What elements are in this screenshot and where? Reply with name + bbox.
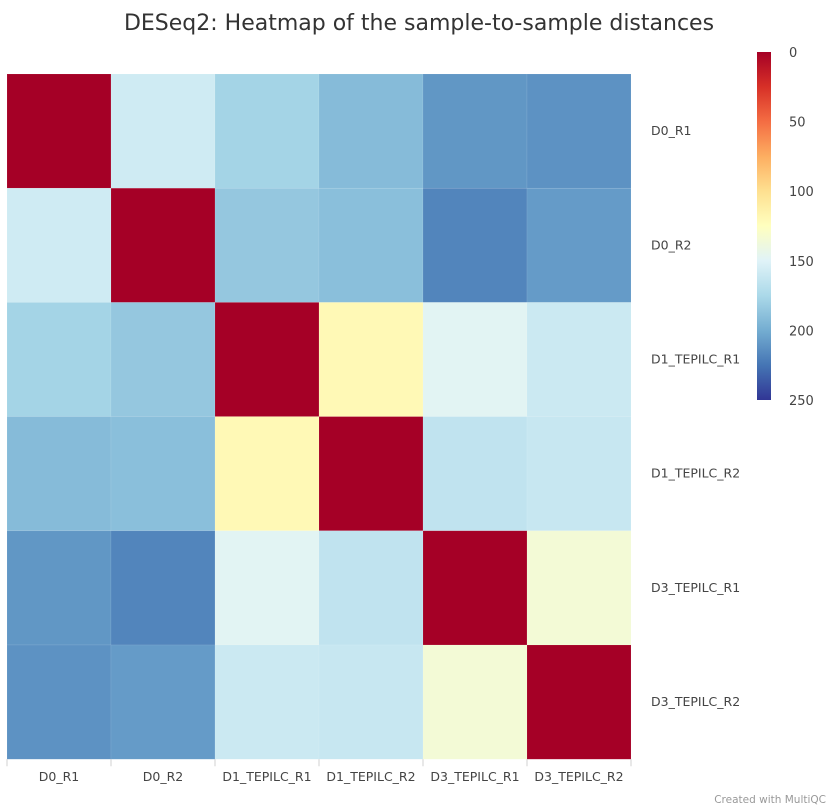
row-label-D3_TEPILC_R2: D3_TEPILC_R2 [651,694,740,709]
heatmap-cell-D0_R1-D0_R1[interactable] [6,73,112,189]
heatmap-cell-D3_TEPILC_R2-D3_TEPILC_R2[interactable] [526,644,632,760]
heatmap-cell-D0_R1-D3_TEPILC_R1[interactable] [422,73,528,189]
heatmap-cell-D1_TEPILC_R2-D0_R1[interactable] [6,416,112,532]
colorbar-tick-label: 200 [789,324,814,339]
heatmap-cell-D0_R2-D1_TEPILC_R2[interactable] [318,187,424,303]
heatmap-cell-D0_R2-D3_TEPILC_R2[interactable] [526,187,632,303]
heatmap-cells [6,73,632,760]
heatmap-cell-D0_R1-D0_R2[interactable] [110,73,216,189]
row-label-D1_TEPILC_R2: D1_TEPILC_R2 [651,466,740,481]
heatmap-cell-D1_TEPILC_R1-D0_R1[interactable] [6,302,112,417]
heatmap-cell-D3_TEPILC_R1-D3_TEPILC_R2[interactable] [526,530,632,646]
heatmap-cell-D3_TEPILC_R1-D3_TEPILC_R1[interactable] [422,530,528,646]
heatmap-cell-D1_TEPILC_R1-D1_TEPILC_R1[interactable] [214,302,320,417]
colorbar: 0 50 100 150 200 250 [757,46,814,409]
colorbar-tick-label: 150 [789,255,814,270]
heatmap-cell-D3_TEPILC_R2-D0_R2[interactable] [110,644,216,760]
heatmap-cell-D3_TEPILC_R1-D0_R2[interactable] [110,530,216,646]
heatmap-cell-D3_TEPILC_R2-D1_TEPILC_R2[interactable] [318,644,424,760]
heatmap-cell-D0_R2-D1_TEPILC_R1[interactable] [214,187,320,303]
heatmap-cell-D1_TEPILC_R1-D1_TEPILC_R2[interactable] [318,302,424,417]
heatmap-cell-D3_TEPILC_R2-D3_TEPILC_R1[interactable] [422,644,528,760]
col-label-D3_TEPILC_R2: D3_TEPILC_R2 [534,769,623,784]
heatmap-cell-D0_R2-D0_R1[interactable] [6,187,112,303]
heatmap-cell-D1_TEPILC_R2-D1_TEPILC_R1[interactable] [214,416,320,532]
heatmap-cell-D1_TEPILC_R2-D0_R2[interactable] [110,416,216,532]
row-label-D0_R1: D0_R1 [651,123,691,138]
col-label-D1_TEPILC_R2: D1_TEPILC_R2 [326,769,415,784]
heatmap-cell-D3_TEPILC_R1-D1_TEPILC_R2[interactable] [318,530,424,646]
colorbar-gradient [757,52,771,400]
row-label-D3_TEPILC_R1: D3_TEPILC_R1 [651,580,740,595]
heatmap-cell-D0_R1-D3_TEPILC_R2[interactable] [526,73,632,189]
heatmap-cell-D1_TEPILC_R1-D3_TEPILC_R1[interactable] [422,302,528,417]
heatmap-cell-D1_TEPILC_R1-D0_R2[interactable] [110,302,216,417]
heatmap-cell-D1_TEPILC_R2-D3_TEPILC_R2[interactable] [526,416,632,532]
colorbar-tick-label: 50 [789,116,806,131]
colorbar-tick-label: 250 [789,394,814,409]
col-label-D3_TEPILC_R1: D3_TEPILC_R1 [430,769,519,784]
heatmap-cell-D0_R2-D0_R2[interactable] [110,187,216,303]
heatmap-cell-D0_R1-D1_TEPILC_R1[interactable] [214,73,320,189]
colorbar-tick-label: 0 [789,46,797,61]
col-labels: D0_R1 D0_R2 D1_TEPILC_R1 D1_TEPILC_R2 D3_TEP… [6,759,632,784]
row-labels: D0_R1 D0_R2 D1_TEPILC_R1 D1_TEPILC_R2 D3_TEP… [651,123,740,709]
col-label-D1_TEPILC_R1: D1_TEPILC_R1 [222,769,311,784]
heatmap-cell-D3_TEPILC_R1-D1_TEPILC_R1[interactable] [214,530,320,646]
row-label-D0_R2: D0_R2 [651,237,691,252]
heatmap-cell-D1_TEPILC_R2-D1_TEPILC_R2[interactable] [318,416,424,532]
heatmap-cell-D3_TEPILC_R1-D0_R1[interactable] [6,530,112,646]
heatmap-cell-D1_TEPILC_R1-D3_TEPILC_R2[interactable] [526,302,632,417]
heatmap-cell-D0_R2-D3_TEPILC_R1[interactable] [422,187,528,303]
col-label-D0_R2: D0_R2 [143,769,183,784]
heatmap-cell-D1_TEPILC_R2-D3_TEPILC_R1[interactable] [422,416,528,532]
row-label-D1_TEPILC_R1: D1_TEPILC_R1 [651,352,740,367]
colorbar-tick-label: 100 [789,185,814,200]
chart-title: DESeq2: Heatmap of the sample-to-sample … [124,11,714,36]
heatmap-cell-D3_TEPILC_R2-D1_TEPILC_R1[interactable] [214,644,320,760]
heatmap-cell-D3_TEPILC_R2-D0_R1[interactable] [6,644,112,760]
col-label-D0_R1: D0_R1 [39,769,79,784]
heatmap-cell-D0_R1-D1_TEPILC_R2[interactable] [318,73,424,189]
credit-text: Created with MultiQC [714,794,826,806]
